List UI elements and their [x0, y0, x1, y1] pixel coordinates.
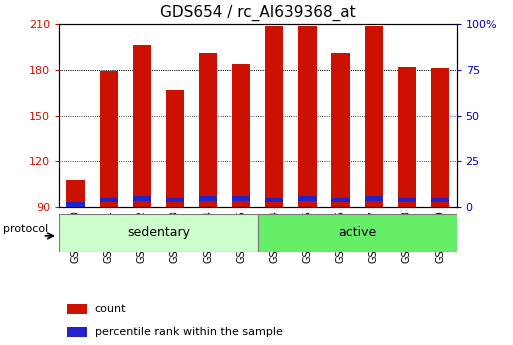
Text: count: count [95, 304, 126, 314]
Bar [59, 214, 258, 252]
Bar [232, 64, 250, 207]
Bar [431, 198, 449, 203]
Bar [133, 196, 151, 201]
Text: percentile rank within the sample: percentile rank within the sample [95, 327, 283, 337]
Bar [199, 53, 217, 207]
Bar [67, 203, 85, 207]
Bar [100, 198, 118, 203]
Bar [67, 327, 87, 337]
Bar [265, 26, 284, 207]
Bar [258, 214, 457, 252]
Bar [365, 196, 383, 201]
Bar [133, 46, 151, 207]
Bar [365, 26, 383, 207]
Bar [166, 90, 184, 207]
Bar [398, 67, 416, 207]
Bar [431, 68, 449, 207]
Bar [67, 304, 87, 314]
Bar [199, 196, 217, 201]
Bar [398, 198, 416, 203]
Bar [166, 198, 184, 203]
Bar [265, 198, 284, 203]
Title: GDS654 / rc_AI639368_at: GDS654 / rc_AI639368_at [160, 5, 356, 21]
Bar [331, 198, 350, 203]
Bar [299, 196, 317, 201]
Bar [331, 53, 350, 207]
Bar [100, 71, 118, 207]
Bar [299, 26, 317, 207]
Text: active: active [338, 226, 377, 239]
Text: sedentary: sedentary [127, 226, 190, 239]
Bar [232, 196, 250, 201]
Text: protocol: protocol [3, 224, 48, 234]
Bar [67, 179, 85, 207]
